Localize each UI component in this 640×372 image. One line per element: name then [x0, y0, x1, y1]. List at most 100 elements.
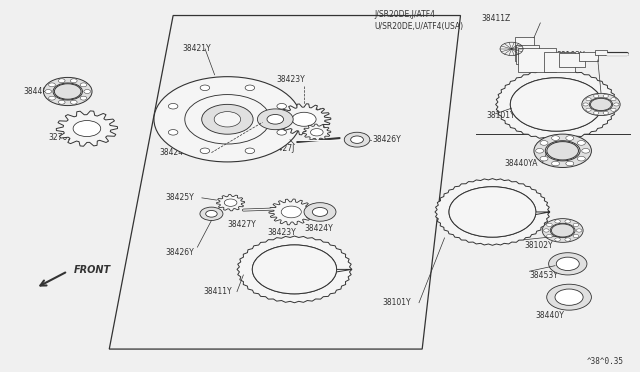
Circle shape [582, 148, 589, 153]
Circle shape [70, 79, 77, 83]
Circle shape [351, 136, 364, 143]
Circle shape [573, 234, 579, 238]
Circle shape [312, 208, 328, 217]
Circle shape [185, 94, 270, 144]
Circle shape [58, 79, 65, 83]
Bar [559, 52, 585, 67]
Circle shape [534, 134, 591, 167]
Circle shape [589, 98, 612, 111]
Circle shape [545, 141, 580, 161]
Circle shape [73, 121, 100, 137]
Circle shape [555, 289, 583, 305]
Circle shape [543, 229, 549, 232]
Circle shape [540, 156, 548, 161]
Polygon shape [56, 111, 118, 146]
Circle shape [54, 84, 81, 99]
Circle shape [566, 161, 574, 166]
Polygon shape [303, 124, 331, 140]
Text: 38440YA: 38440YA [504, 158, 538, 167]
Text: 38425Y: 38425Y [166, 193, 194, 202]
Circle shape [252, 245, 337, 294]
Circle shape [565, 238, 571, 241]
Circle shape [576, 229, 582, 232]
Circle shape [84, 90, 91, 93]
Circle shape [540, 141, 548, 145]
Text: 38440Y: 38440Y [23, 87, 52, 96]
Circle shape [277, 103, 287, 109]
Bar [595, 50, 607, 55]
Circle shape [573, 223, 579, 227]
Polygon shape [495, 69, 617, 140]
Circle shape [583, 103, 588, 106]
Text: 38102Y: 38102Y [524, 241, 553, 250]
Circle shape [200, 85, 210, 90]
Circle shape [510, 78, 602, 131]
Text: 32701Y: 32701Y [49, 133, 77, 142]
Circle shape [49, 83, 55, 87]
Text: 38426Y: 38426Y [372, 135, 401, 144]
Text: 38411Y: 38411Y [204, 287, 232, 296]
Circle shape [552, 224, 574, 237]
Circle shape [582, 93, 620, 116]
Circle shape [593, 94, 599, 97]
Text: 38424Y: 38424Y [159, 148, 188, 157]
Circle shape [547, 284, 591, 310]
Text: 38426Y: 38426Y [165, 248, 194, 257]
Text: FRONT: FRONT [74, 266, 111, 276]
Text: 38421Y: 38421Y [182, 44, 211, 53]
Bar [518, 48, 556, 72]
Circle shape [555, 238, 561, 241]
Text: 38423Y: 38423Y [268, 228, 296, 237]
Circle shape [565, 220, 571, 223]
Circle shape [593, 112, 599, 115]
Circle shape [168, 103, 178, 109]
Text: 38440Y: 38440Y [536, 311, 564, 320]
Text: 38425Y: 38425Y [293, 108, 322, 118]
Circle shape [200, 148, 210, 154]
Circle shape [586, 108, 591, 111]
Circle shape [611, 108, 616, 111]
Circle shape [304, 203, 336, 221]
Circle shape [603, 94, 609, 97]
Circle shape [202, 105, 253, 134]
Polygon shape [435, 179, 550, 245]
Circle shape [614, 103, 619, 106]
Circle shape [611, 98, 616, 101]
Text: 38411Z: 38411Z [481, 14, 510, 23]
Circle shape [542, 219, 583, 242]
Circle shape [591, 98, 612, 110]
Circle shape [550, 223, 575, 238]
Text: 38427J: 38427J [269, 144, 295, 154]
Text: 38101Y: 38101Y [383, 298, 412, 307]
Text: 38101Y: 38101Y [486, 111, 515, 120]
Text: 38424Y: 38424Y [305, 224, 333, 233]
Circle shape [547, 223, 552, 227]
Circle shape [154, 77, 301, 162]
Text: ^38^0.35: ^38^0.35 [586, 357, 623, 366]
Circle shape [552, 161, 559, 166]
Text: 38423Y: 38423Y [277, 75, 306, 84]
Circle shape [449, 187, 536, 237]
Circle shape [58, 100, 65, 104]
Circle shape [49, 96, 55, 100]
Circle shape [577, 141, 586, 145]
Circle shape [53, 83, 83, 100]
Circle shape [292, 112, 316, 126]
Circle shape [245, 85, 255, 90]
Circle shape [70, 100, 77, 104]
Circle shape [548, 253, 587, 275]
Circle shape [586, 98, 591, 101]
Circle shape [205, 211, 217, 217]
Circle shape [344, 132, 370, 147]
Circle shape [80, 96, 87, 100]
Polygon shape [269, 199, 314, 225]
Text: J/SR20DE,J/ATF4
U/SR20DE,U/ATF4(USA): J/SR20DE,J/ATF4 U/SR20DE,U/ATF4(USA) [374, 10, 463, 31]
Polygon shape [237, 236, 352, 303]
Circle shape [547, 234, 552, 238]
Circle shape [577, 156, 586, 161]
Circle shape [555, 220, 561, 223]
Circle shape [80, 83, 87, 87]
Circle shape [214, 112, 241, 127]
Text: 38102Y: 38102Y [556, 51, 585, 60]
Circle shape [44, 77, 92, 106]
